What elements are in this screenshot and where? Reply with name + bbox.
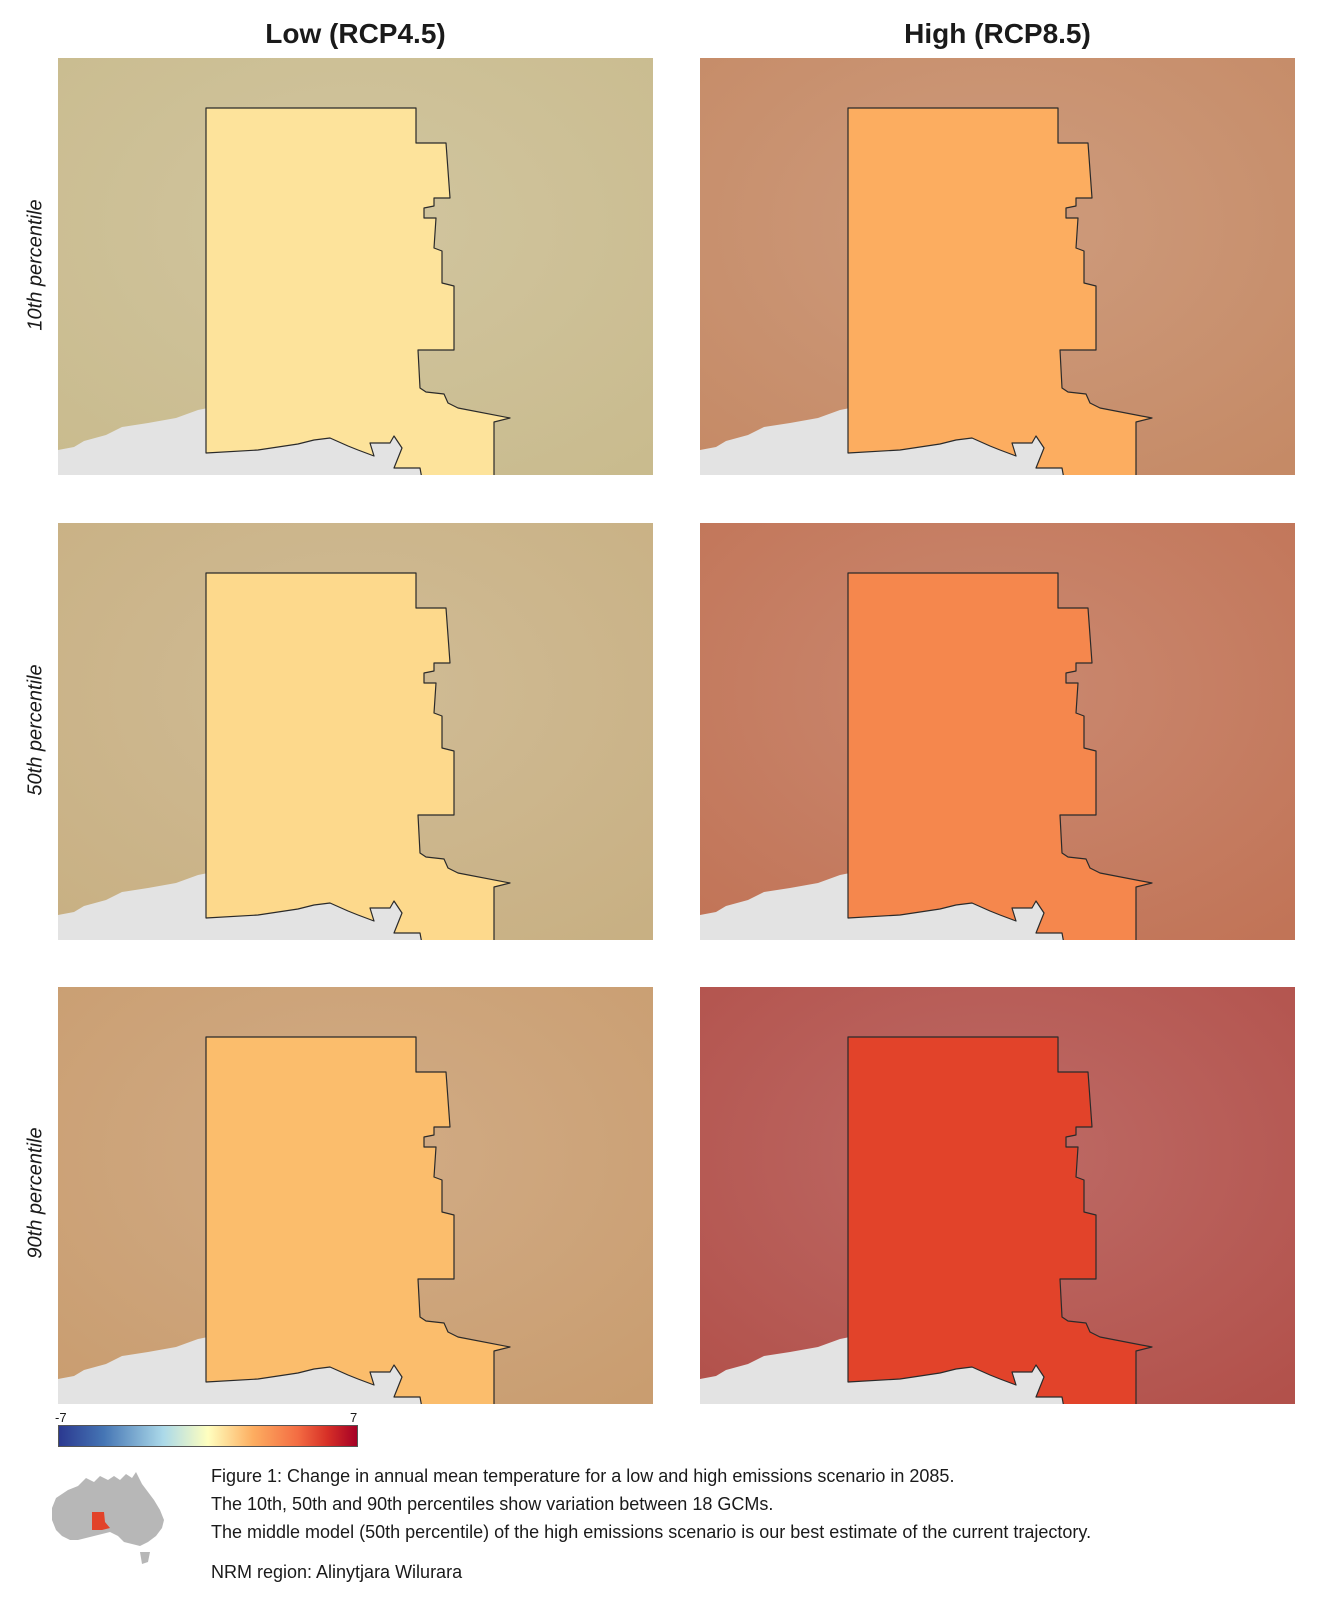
colorbar-min-label: -7	[55, 1410, 67, 1425]
australia-inset-map	[52, 1472, 164, 1564]
map-panel-low-50th	[58, 523, 653, 940]
caption-line-1: Figure 1: Change in annual mean temperat…	[211, 1466, 955, 1486]
caption-region: NRM region: Alinytjara Wilurara	[211, 1562, 463, 1582]
nrm-region	[205, 107, 511, 475]
map-svg	[700, 523, 1295, 940]
nrm-region	[847, 572, 1153, 940]
nrm-region	[847, 1036, 1153, 1404]
column-title-high: High (RCP8.5)	[904, 18, 1091, 49]
nrm-region	[205, 1036, 511, 1404]
map-panel-high-90th	[700, 987, 1295, 1404]
row-label-10th-text: 10th percentile	[24, 199, 47, 331]
map-svg	[58, 523, 653, 940]
row-label-50th-text: 50th percentile	[24, 664, 47, 796]
map-svg	[700, 58, 1295, 475]
colorbar-max-label: 7	[350, 1410, 358, 1425]
inset-region-highlight	[92, 1512, 110, 1530]
map-svg	[58, 58, 653, 475]
nrm-region	[847, 107, 1153, 475]
column-title-low: Low (RCP4.5)	[265, 18, 446, 49]
caption-line-3: The middle model (50th percentile) of th…	[211, 1522, 1092, 1542]
tasmania-landmass	[140, 1552, 150, 1564]
australia-landmass	[52, 1472, 164, 1546]
nrm-region	[205, 572, 511, 940]
map-svg	[58, 987, 653, 1404]
map-panel-high-10th	[700, 58, 1295, 475]
map-panel-low-90th	[58, 987, 653, 1404]
caption-line-2: The 10th, 50th and 90th percentiles show…	[211, 1494, 774, 1514]
map-panel-high-50th	[700, 523, 1295, 940]
colorbar	[58, 1425, 358, 1447]
map-svg	[700, 987, 1295, 1404]
map-panel-low-10th	[58, 58, 653, 475]
row-label-90th-text: 90th percentile	[24, 1127, 47, 1259]
